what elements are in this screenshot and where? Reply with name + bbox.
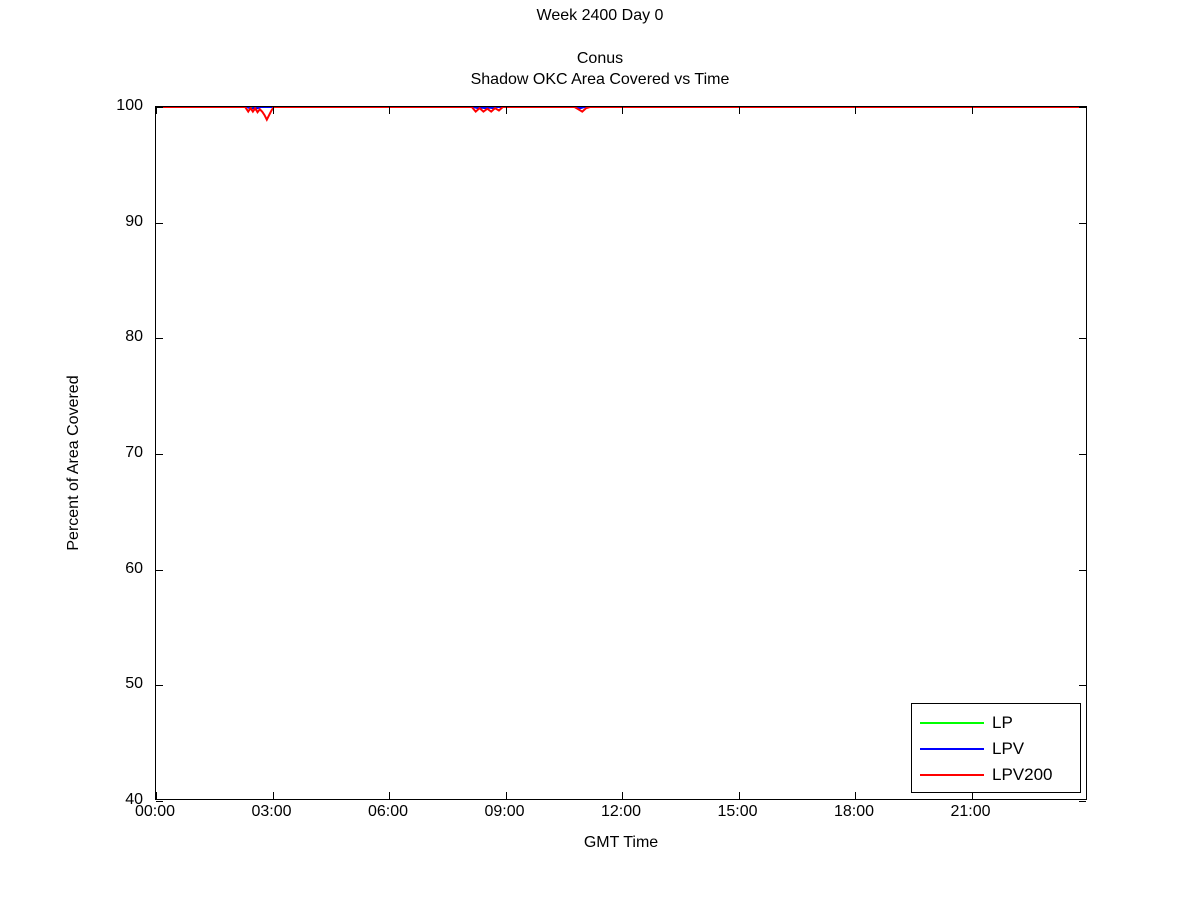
x-tick-label-5: 15:00 [717, 803, 758, 820]
legend-label-lpv: LPV [992, 739, 1025, 758]
y-tick-right-4 [1079, 338, 1086, 340]
x-tick-label-6: 18:00 [833, 803, 875, 820]
y-tick-label-1: 50 [125, 675, 143, 693]
x-tick-top-1 [272, 107, 274, 114]
y-tick-right-3 [1079, 454, 1086, 455]
y-tick-label-2: 60 [125, 559, 143, 577]
y-tick-right-6 [1079, 107, 1086, 108]
x-tick-label-4: 12:00 [600, 803, 642, 820]
legend-swatch-lpv [920, 748, 984, 750]
x-tick-label-3: 09:00 [484, 803, 525, 820]
x-tick-top-4 [622, 107, 623, 114]
legend-item-lpv[interactable]: LPV [912, 736, 1080, 762]
x-tick-top-5 [738, 107, 740, 114]
x-tick-top-3 [505, 107, 507, 114]
x-tick-0 [156, 792, 157, 799]
plot-area [156, 107, 1086, 799]
y-tick-label-3: 70 [125, 444, 143, 461]
y-tick-right-5 [1079, 222, 1086, 224]
y-axis-title: Percent of Area Covered [65, 375, 82, 551]
x-tick-top-6 [855, 107, 856, 114]
legend-item-lp[interactable]: LP [912, 710, 1080, 736]
legend-item-lpv200[interactable]: LPV200 [912, 762, 1080, 788]
x-tick-1 [272, 792, 274, 799]
y-axis-tick-labels: 40 50 60 70 80 90 100 [0, 0, 150, 900]
x-tick-5 [738, 792, 740, 799]
y-tick-0 [156, 801, 163, 802]
x-axis-title: GMT Time [583, 834, 659, 851]
data-series-canvas [156, 107, 1086, 799]
y-tick-label-4: 80 [125, 328, 143, 346]
x-axis-tick-labels: 00:00 03:00 06:00 09:00 12:00 15:00 18:00 21:00 [0, 802, 1200, 828]
x-tick-7 [971, 792, 973, 799]
y-tick-5 [156, 222, 163, 224]
x-tick-label-1: 03:00 [251, 803, 292, 820]
plot-title-line-2: Shadow OKC Area Covered vs Time [470, 71, 730, 88]
x-tick-top-0 [156, 107, 157, 114]
x-tick-label-0: 00:00 [134, 803, 176, 820]
x-tick-top-7 [971, 107, 973, 114]
y-tick-6 [156, 107, 163, 108]
y-tick-2 [156, 569, 163, 571]
plot-title-line-1: Conus [576, 50, 624, 67]
x-tick-4 [622, 792, 623, 799]
x-tick-3 [505, 792, 507, 799]
y-tick-4 [156, 338, 163, 340]
legend-swatch-lpv200 [920, 774, 984, 776]
legend-swatch-lp [920, 722, 984, 724]
plot-title: Conus Shadow OKC Area Covered vs Time [0, 48, 1200, 90]
figure-suptitle: Week 2400 Day 0 [536, 7, 664, 24]
y-tick-3 [156, 454, 163, 455]
x-tick-label-7: 21:00 [950, 803, 991, 820]
legend-label-lpv200: LPV200 [992, 765, 1053, 784]
y-tick-label-0: 40 [125, 791, 143, 808]
y-tick-1 [156, 685, 163, 687]
y-tick-right-0 [1079, 801, 1086, 802]
x-tick-6 [855, 792, 856, 799]
y-tick-right-2 [1079, 569, 1086, 571]
y-tick-label-6: 100 [116, 97, 143, 114]
x-tick-2 [389, 792, 390, 799]
y-tick-right-1 [1079, 685, 1086, 687]
legend-box[interactable]: LP LPV LPV200 [911, 703, 1081, 793]
plot-axes [155, 106, 1087, 802]
x-tick-label-2: 06:00 [367, 803, 409, 820]
x-tick-top-2 [389, 107, 390, 114]
legend-label-lp: LP [992, 713, 1013, 732]
y-tick-label-5: 90 [125, 212, 143, 230]
series-line-lpv200 [156, 107, 1086, 120]
